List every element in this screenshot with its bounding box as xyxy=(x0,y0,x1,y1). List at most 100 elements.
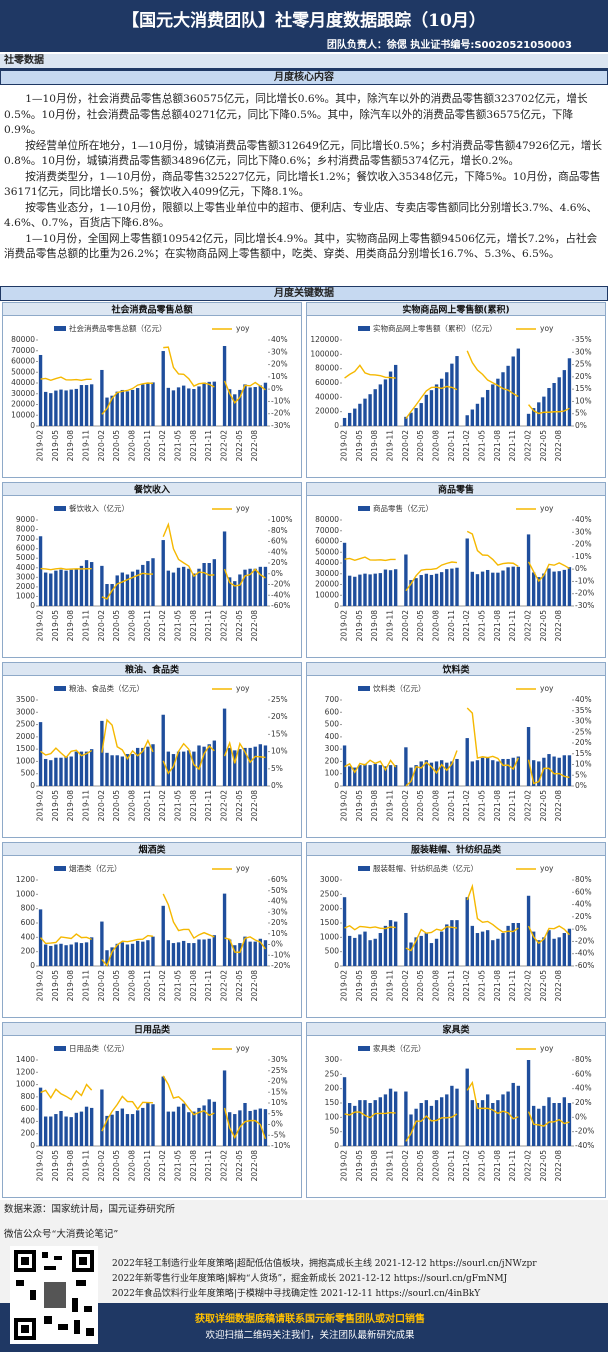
legend-label: yoy xyxy=(540,864,554,873)
y-tick-label: 7000 xyxy=(16,534,35,543)
y-tick-label: 400 xyxy=(21,932,36,941)
bar xyxy=(496,378,500,426)
bar xyxy=(202,1105,206,1146)
x-tick-label: 2022-08 xyxy=(250,790,259,822)
bar xyxy=(368,765,372,786)
x-tick-label: 2022-02 xyxy=(524,430,533,462)
x-tick-label: 2022-08 xyxy=(554,610,563,642)
bar xyxy=(378,384,383,426)
bar xyxy=(79,943,84,966)
x-tick-label: 2019-11 xyxy=(386,790,395,822)
y-tick-label: 400 xyxy=(325,732,340,741)
x-tick-label: 2021-11 xyxy=(204,970,213,1002)
bar xyxy=(378,1097,383,1146)
x-tick-label: 2021-08 xyxy=(493,970,502,1002)
bar xyxy=(485,930,490,966)
bar xyxy=(100,565,104,606)
bar xyxy=(100,720,104,786)
bar xyxy=(363,931,367,966)
y2-tick-label: -20% xyxy=(271,580,290,589)
y2-tick-label: 20% xyxy=(271,360,288,369)
legend-swatch xyxy=(54,326,66,331)
bar xyxy=(253,746,257,786)
bar xyxy=(393,765,398,786)
x-tick-label: 2020-02 xyxy=(401,610,410,642)
bar xyxy=(84,560,89,606)
link[interactable]: 2022年食品饮料行业年度策略|于模糊中寻找确定性 2021-12-11 htt… xyxy=(112,1289,481,1299)
bar xyxy=(347,575,352,606)
bar xyxy=(409,767,413,786)
panel-header xyxy=(2,1022,302,1036)
bar xyxy=(455,356,459,426)
bar xyxy=(105,584,109,606)
x-tick-label: 2020-11 xyxy=(447,430,456,462)
legend-label: yoy xyxy=(236,324,250,333)
bar xyxy=(409,1114,413,1146)
x-tick-label: 2019-08 xyxy=(370,790,379,822)
link[interactable]: 2022年新零售行业年度策略|解构“人货场”，掘金新成长 2021-12-12 … xyxy=(112,1274,508,1284)
bar xyxy=(54,944,58,966)
line xyxy=(344,883,570,952)
y2-tick-label: 40% xyxy=(271,547,288,556)
y-tick-label: 70000 xyxy=(315,526,339,535)
bar xyxy=(511,923,515,966)
x-tick-label: 2019-11 xyxy=(386,610,395,642)
bar xyxy=(537,577,541,606)
bar xyxy=(243,936,247,966)
bar xyxy=(161,540,165,606)
bar xyxy=(383,925,388,966)
bar xyxy=(445,372,449,426)
y-tick-label: 20000 xyxy=(315,580,339,589)
bar xyxy=(141,564,145,606)
y2-tick-label: 35% xyxy=(575,706,592,715)
x-tick-label: 2019-08 xyxy=(370,610,379,642)
bar xyxy=(146,1102,150,1146)
bar xyxy=(253,941,257,966)
legend-swatch xyxy=(358,1046,370,1051)
y2-tick-label: 20% xyxy=(271,918,288,927)
bar xyxy=(424,394,429,426)
bar xyxy=(238,943,242,966)
y2-tick-label: 0% xyxy=(575,781,587,790)
bar xyxy=(388,765,393,786)
y-tick-label: 0 xyxy=(30,421,35,430)
bar xyxy=(378,765,383,786)
bar xyxy=(404,1091,408,1146)
link[interactable]: 2022年轻工制造行业年度策略|超配低估值板块，拥抱高成长主线 2021-12-… xyxy=(112,1259,537,1269)
bar xyxy=(105,752,109,786)
bar xyxy=(146,940,150,966)
y-tick-label: 100000 xyxy=(310,349,339,358)
x-tick-label: 2020-02 xyxy=(97,610,106,642)
y2-tick-label: 0% xyxy=(575,924,587,933)
bar xyxy=(383,766,388,786)
y-tick-label: 40000 xyxy=(315,558,339,567)
x-tick-label: 2019-08 xyxy=(66,1150,75,1182)
qr-code xyxy=(10,1246,98,1344)
bar xyxy=(485,389,490,426)
y-tick-label: 50000 xyxy=(315,547,339,556)
y-tick-label: 0 xyxy=(334,601,339,610)
y2-tick-label: 10% xyxy=(271,747,288,756)
legend-swatch xyxy=(358,506,370,511)
x-tick-label: 2019-11 xyxy=(82,1150,91,1182)
bar xyxy=(419,935,423,966)
legend-label: 实物商品网上零售额（累积）（亿元） xyxy=(373,323,497,333)
paragraph: 1—10月份，全国网上零售额109542亿元，同比增长4.9%。其中，实物商品网… xyxy=(4,232,598,261)
bar xyxy=(531,760,536,786)
bar xyxy=(542,396,546,426)
bar xyxy=(233,581,237,606)
x-tick-label: 2021-02 xyxy=(158,1150,167,1182)
y2-tick-label: 10% xyxy=(271,1098,288,1107)
y2-tick-label: 0% xyxy=(271,781,283,790)
y2-tick-label: 20% xyxy=(575,738,592,747)
y2-tick-label: 40% xyxy=(575,900,592,909)
bar xyxy=(74,568,79,606)
bar xyxy=(263,566,268,606)
y-tick-label: 10000 xyxy=(11,410,35,419)
x-tick-label: 2019-05 xyxy=(51,610,60,642)
y2-tick-label: 5% xyxy=(271,764,283,773)
bar xyxy=(192,573,196,606)
bar xyxy=(197,745,201,786)
bar xyxy=(491,384,495,426)
bar xyxy=(166,940,171,966)
